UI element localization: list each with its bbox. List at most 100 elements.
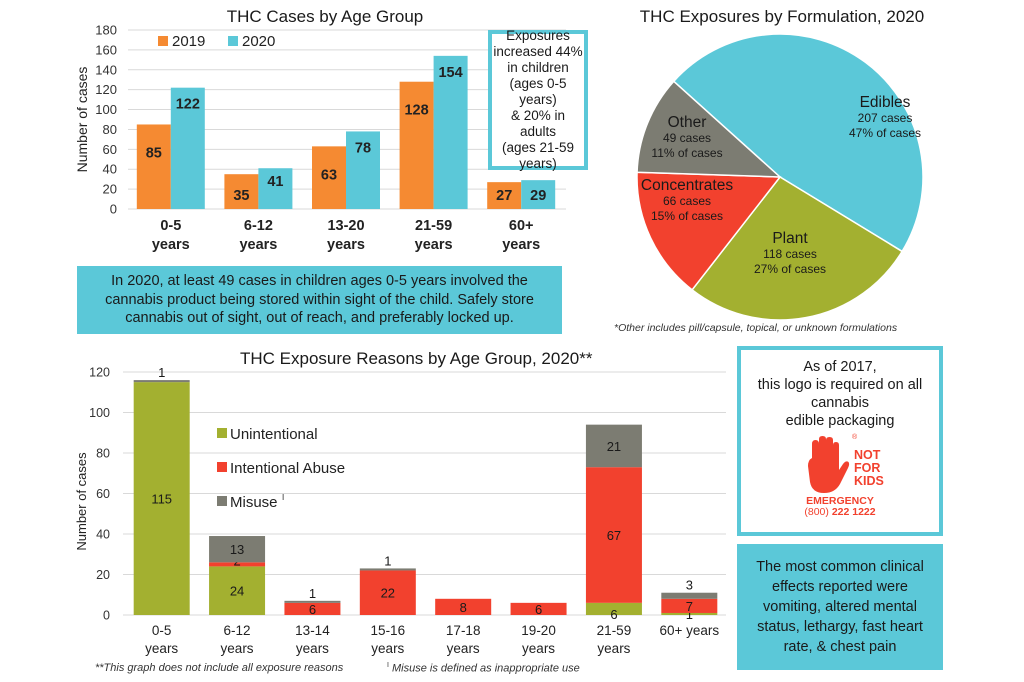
x-tick-label: 17-18	[446, 623, 481, 638]
bar-segment-unintentional	[585, 602, 642, 615]
bar-2019	[312, 146, 346, 209]
bar-2020	[170, 87, 205, 209]
y-tick-label: 60	[103, 142, 117, 157]
x-tick-label: 0-5	[160, 218, 181, 234]
segment-value-label: 13	[230, 542, 244, 557]
pie-cases-label: 66 cases	[663, 194, 711, 208]
exposure-reasons-chart: 0 20 40 60 80 100 120 Number of cases 115 1 0-5 yea…	[74, 365, 726, 656]
chart3-title: THC Exposure Reasons by Age Group, 2020*…	[240, 349, 593, 368]
legend-label: 2019	[172, 33, 205, 50]
x-tick-label: years	[239, 237, 277, 253]
not-for-kids-text-line: NOT	[854, 448, 881, 462]
bar-value-label: 154	[438, 65, 462, 81]
exposures-increase-text-line: & 20% in adults	[510, 108, 566, 139]
segment-value-label: 6	[309, 602, 316, 617]
logo-requirement-text: As of 2017, this logo is required on all c…	[758, 358, 922, 430]
logo-requirement-text-line: cannabis	[810, 395, 870, 411]
bar-2019	[399, 81, 434, 209]
pie-cases-label: 207 cases	[858, 111, 913, 125]
emergency-label: EMERGENCY	[806, 495, 874, 507]
x-tick-label: 60+ years	[659, 623, 719, 638]
x-tick-label: years	[597, 641, 630, 656]
bar-value-label: 41	[267, 174, 283, 190]
y-axis-label: Number of cases	[74, 67, 90, 173]
legend-swatch-unintentional	[217, 428, 227, 438]
footnote-marker: I	[387, 662, 389, 669]
y-tick-label: 180	[95, 23, 117, 38]
y-tick-label: 120	[89, 366, 110, 380]
segment-value-label: 1	[384, 553, 391, 568]
registered-mark: ®	[852, 434, 858, 441]
clinical-effects-text: The most common clinical effects reported…	[756, 557, 924, 657]
pie-percent-label: 27% of cases	[754, 262, 826, 276]
segment-value-label: 1	[309, 586, 316, 601]
segment-value-label: 1	[158, 365, 165, 380]
segment-value-label: 7	[686, 599, 693, 614]
exposures-increase-text-line: in children	[507, 60, 569, 75]
chart1-title: THC Cases by Age Group	[226, 7, 424, 26]
clinical-effects-text-line: status, lethargy, fast heart	[757, 619, 923, 635]
storage-tip-text: In 2020, at least 49 cases in children a…	[105, 272, 534, 328]
reasons-footnote-2: I Misuse is defined as inappropriate use	[387, 662, 580, 675]
x-tick-label: years	[152, 237, 190, 253]
reasons-footnote-2-text: Misuse is defined as inappropriate use	[392, 662, 580, 675]
legend-label: 2020	[242, 33, 275, 50]
bar-segment-misuse	[133, 380, 190, 383]
x-tick-label: 19-20	[521, 623, 556, 638]
segment-value-label: 21	[607, 439, 621, 454]
phone-area-code: (800)	[804, 506, 829, 518]
y-tick-label: 160	[95, 42, 117, 57]
legend-swatch-misuse	[217, 496, 227, 506]
exposures-increase-text-line: increased 44%	[493, 44, 583, 59]
bar-segment-intentional-abuse	[510, 602, 567, 615]
x-tick-label: years	[415, 237, 453, 253]
bar-value-label: 35	[233, 188, 249, 204]
bar-value-label: 85	[146, 145, 162, 161]
clinical-effects-text-line: rate, & chest pain	[783, 639, 897, 655]
logo-requirement-box: As of 2017, this logo is required on all c…	[737, 346, 943, 536]
segment-value-label: 67	[607, 528, 621, 543]
bar-2019	[136, 124, 171, 209]
pie-slice-other	[636, 80, 783, 178]
pie-label: Concentrates	[641, 177, 733, 194]
storage-tip-text-line: cannabis out of sight, out of reach, and…	[125, 310, 514, 327]
bar-segment-unintentional	[133, 382, 190, 615]
clinical-effects-text-line: The most common clinical	[756, 559, 924, 575]
pie-percent-label: 11% of cases	[651, 146, 722, 160]
x-tick-label: years	[145, 641, 178, 656]
storage-tip-text-line: In 2020, at least 49 cases in children a…	[111, 273, 528, 290]
x-tick-label: 60+	[509, 218, 534, 234]
x-tick-label: 21-59	[415, 218, 452, 234]
storage-tip-callout: In 2020, at least 49 cases in children a…	[77, 266, 562, 334]
x-tick-label: years	[522, 641, 555, 656]
pie-percent-label: 15% of cases	[651, 209, 723, 223]
legend-superscript: I	[282, 493, 284, 502]
x-tick-label: years	[502, 237, 540, 253]
y-tick-label: 0	[110, 202, 117, 217]
pie-slice-concentrates	[636, 171, 782, 291]
segment-value-label: 24	[230, 584, 244, 599]
bar-value-label: 128	[404, 103, 428, 119]
bar-segment-misuse	[284, 600, 341, 603]
bar-2020	[433, 55, 468, 209]
storage-tip-text-line: cannabis product being stored within sig…	[105, 291, 534, 308]
segment-value-label: 6	[610, 607, 617, 622]
bar-2020	[521, 180, 556, 209]
logo-requirement-text-line: this logo is required on all	[757, 377, 923, 393]
cases-by-age-chart: 0 20 40 60 80 100 120 140 160 180 Number of cases 8…	[74, 23, 566, 253]
x-tick-label: 6-12	[224, 623, 251, 638]
exposures-increase-text-line: years)	[519, 156, 557, 171]
y-tick-label: 0	[103, 609, 110, 623]
legend-swatch-2020	[228, 36, 238, 46]
y-tick-label: 100	[89, 406, 110, 420]
legend-swatch-2019	[158, 36, 168, 46]
segment-value-label: 115	[151, 492, 172, 507]
bar-2019	[224, 174, 259, 209]
exposures-increase-callout: Exposures increased 44% in children (ages 0…	[488, 28, 588, 171]
hand-icon	[808, 436, 850, 493]
y-tick-label: 60	[96, 487, 110, 501]
legend-label: Misuse	[230, 494, 278, 511]
bar-segment-intentional-abuse	[209, 562, 266, 567]
clinical-effects-callout: The most common clinical effects reported…	[737, 544, 943, 670]
